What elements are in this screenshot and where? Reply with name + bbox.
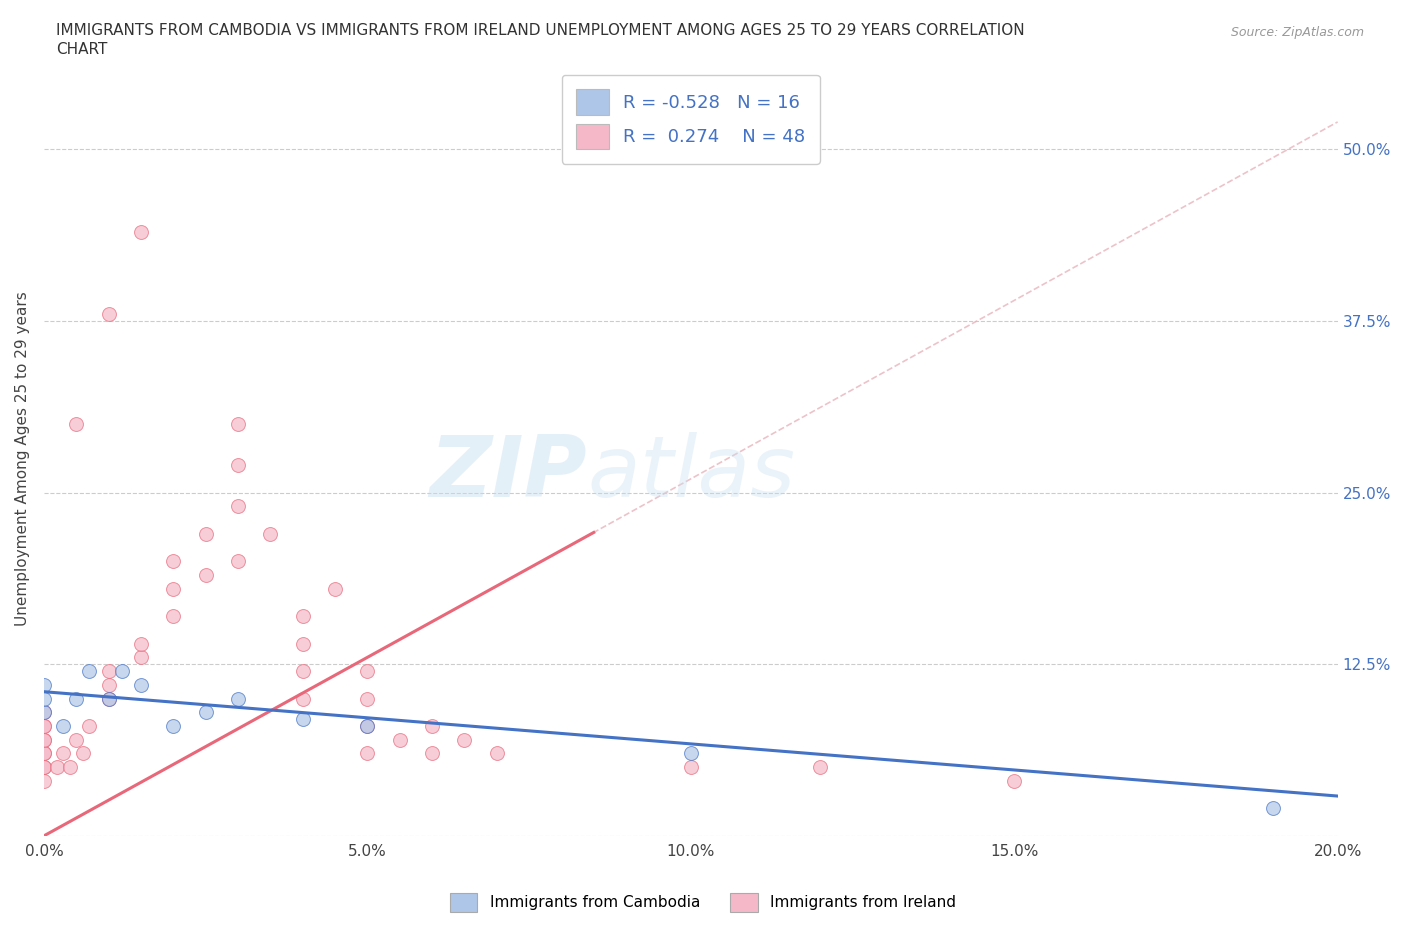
Point — [32, 691, 55, 706]
Point — [129, 224, 152, 239]
Text: ZIP: ZIP — [430, 432, 588, 515]
Point — [356, 664, 378, 679]
Legend: Immigrants from Cambodia, Immigrants from Ireland: Immigrants from Cambodia, Immigrants fro… — [444, 887, 962, 918]
Point — [226, 417, 249, 432]
Point — [356, 719, 378, 734]
Point — [356, 719, 378, 734]
Point — [291, 691, 314, 706]
Point — [65, 732, 87, 747]
Point — [129, 650, 152, 665]
Point — [77, 664, 100, 679]
Point — [65, 417, 87, 432]
Point — [72, 746, 94, 761]
Point — [420, 746, 443, 761]
Point — [291, 664, 314, 679]
Point — [32, 746, 55, 761]
Point — [356, 691, 378, 706]
Point — [194, 526, 217, 541]
Point — [291, 636, 314, 651]
Point — [420, 719, 443, 734]
Point — [226, 498, 249, 513]
Point — [32, 774, 55, 789]
Point — [291, 609, 314, 624]
Point — [97, 664, 120, 679]
Point — [52, 719, 75, 734]
Point — [32, 677, 55, 692]
Point — [1261, 801, 1284, 816]
Point — [129, 636, 152, 651]
Point — [32, 705, 55, 720]
Text: atlas: atlas — [588, 432, 796, 515]
Point — [194, 567, 217, 582]
Point — [162, 719, 184, 734]
Point — [388, 732, 411, 747]
Y-axis label: Unemployment Among Ages 25 to 29 years: Unemployment Among Ages 25 to 29 years — [15, 291, 30, 626]
Point — [356, 746, 378, 761]
Point — [162, 554, 184, 569]
Point — [32, 746, 55, 761]
Point — [32, 760, 55, 775]
Point — [32, 719, 55, 734]
Text: IMMIGRANTS FROM CAMBODIA VS IMMIGRANTS FROM IRELAND UNEMPLOYMENT AMONG AGES 25 T: IMMIGRANTS FROM CAMBODIA VS IMMIGRANTS F… — [56, 23, 1025, 38]
Point — [194, 705, 217, 720]
Point — [110, 664, 132, 679]
Point — [291, 711, 314, 726]
Point — [453, 732, 475, 747]
Point — [162, 609, 184, 624]
Text: Source: ZipAtlas.com: Source: ZipAtlas.com — [1230, 26, 1364, 39]
Point — [32, 705, 55, 720]
Point — [1002, 774, 1025, 789]
Point — [679, 746, 702, 761]
Point — [32, 719, 55, 734]
Point — [97, 691, 120, 706]
Point — [259, 526, 281, 541]
Legend: R = -0.528   N = 16, R =  0.274    N = 48: R = -0.528 N = 16, R = 0.274 N = 48 — [562, 74, 820, 164]
Point — [65, 691, 87, 706]
Point — [226, 691, 249, 706]
Point — [45, 760, 67, 775]
Point — [97, 307, 120, 322]
Point — [59, 760, 82, 775]
Point — [323, 581, 346, 596]
Point — [32, 732, 55, 747]
Point — [226, 554, 249, 569]
Point — [97, 691, 120, 706]
Point — [97, 677, 120, 692]
Point — [129, 677, 152, 692]
Text: CHART: CHART — [56, 42, 108, 57]
Point — [32, 760, 55, 775]
Point — [679, 760, 702, 775]
Point — [77, 719, 100, 734]
Point — [226, 458, 249, 472]
Point — [52, 746, 75, 761]
Point — [162, 581, 184, 596]
Point — [32, 732, 55, 747]
Point — [485, 746, 508, 761]
Point — [808, 760, 831, 775]
